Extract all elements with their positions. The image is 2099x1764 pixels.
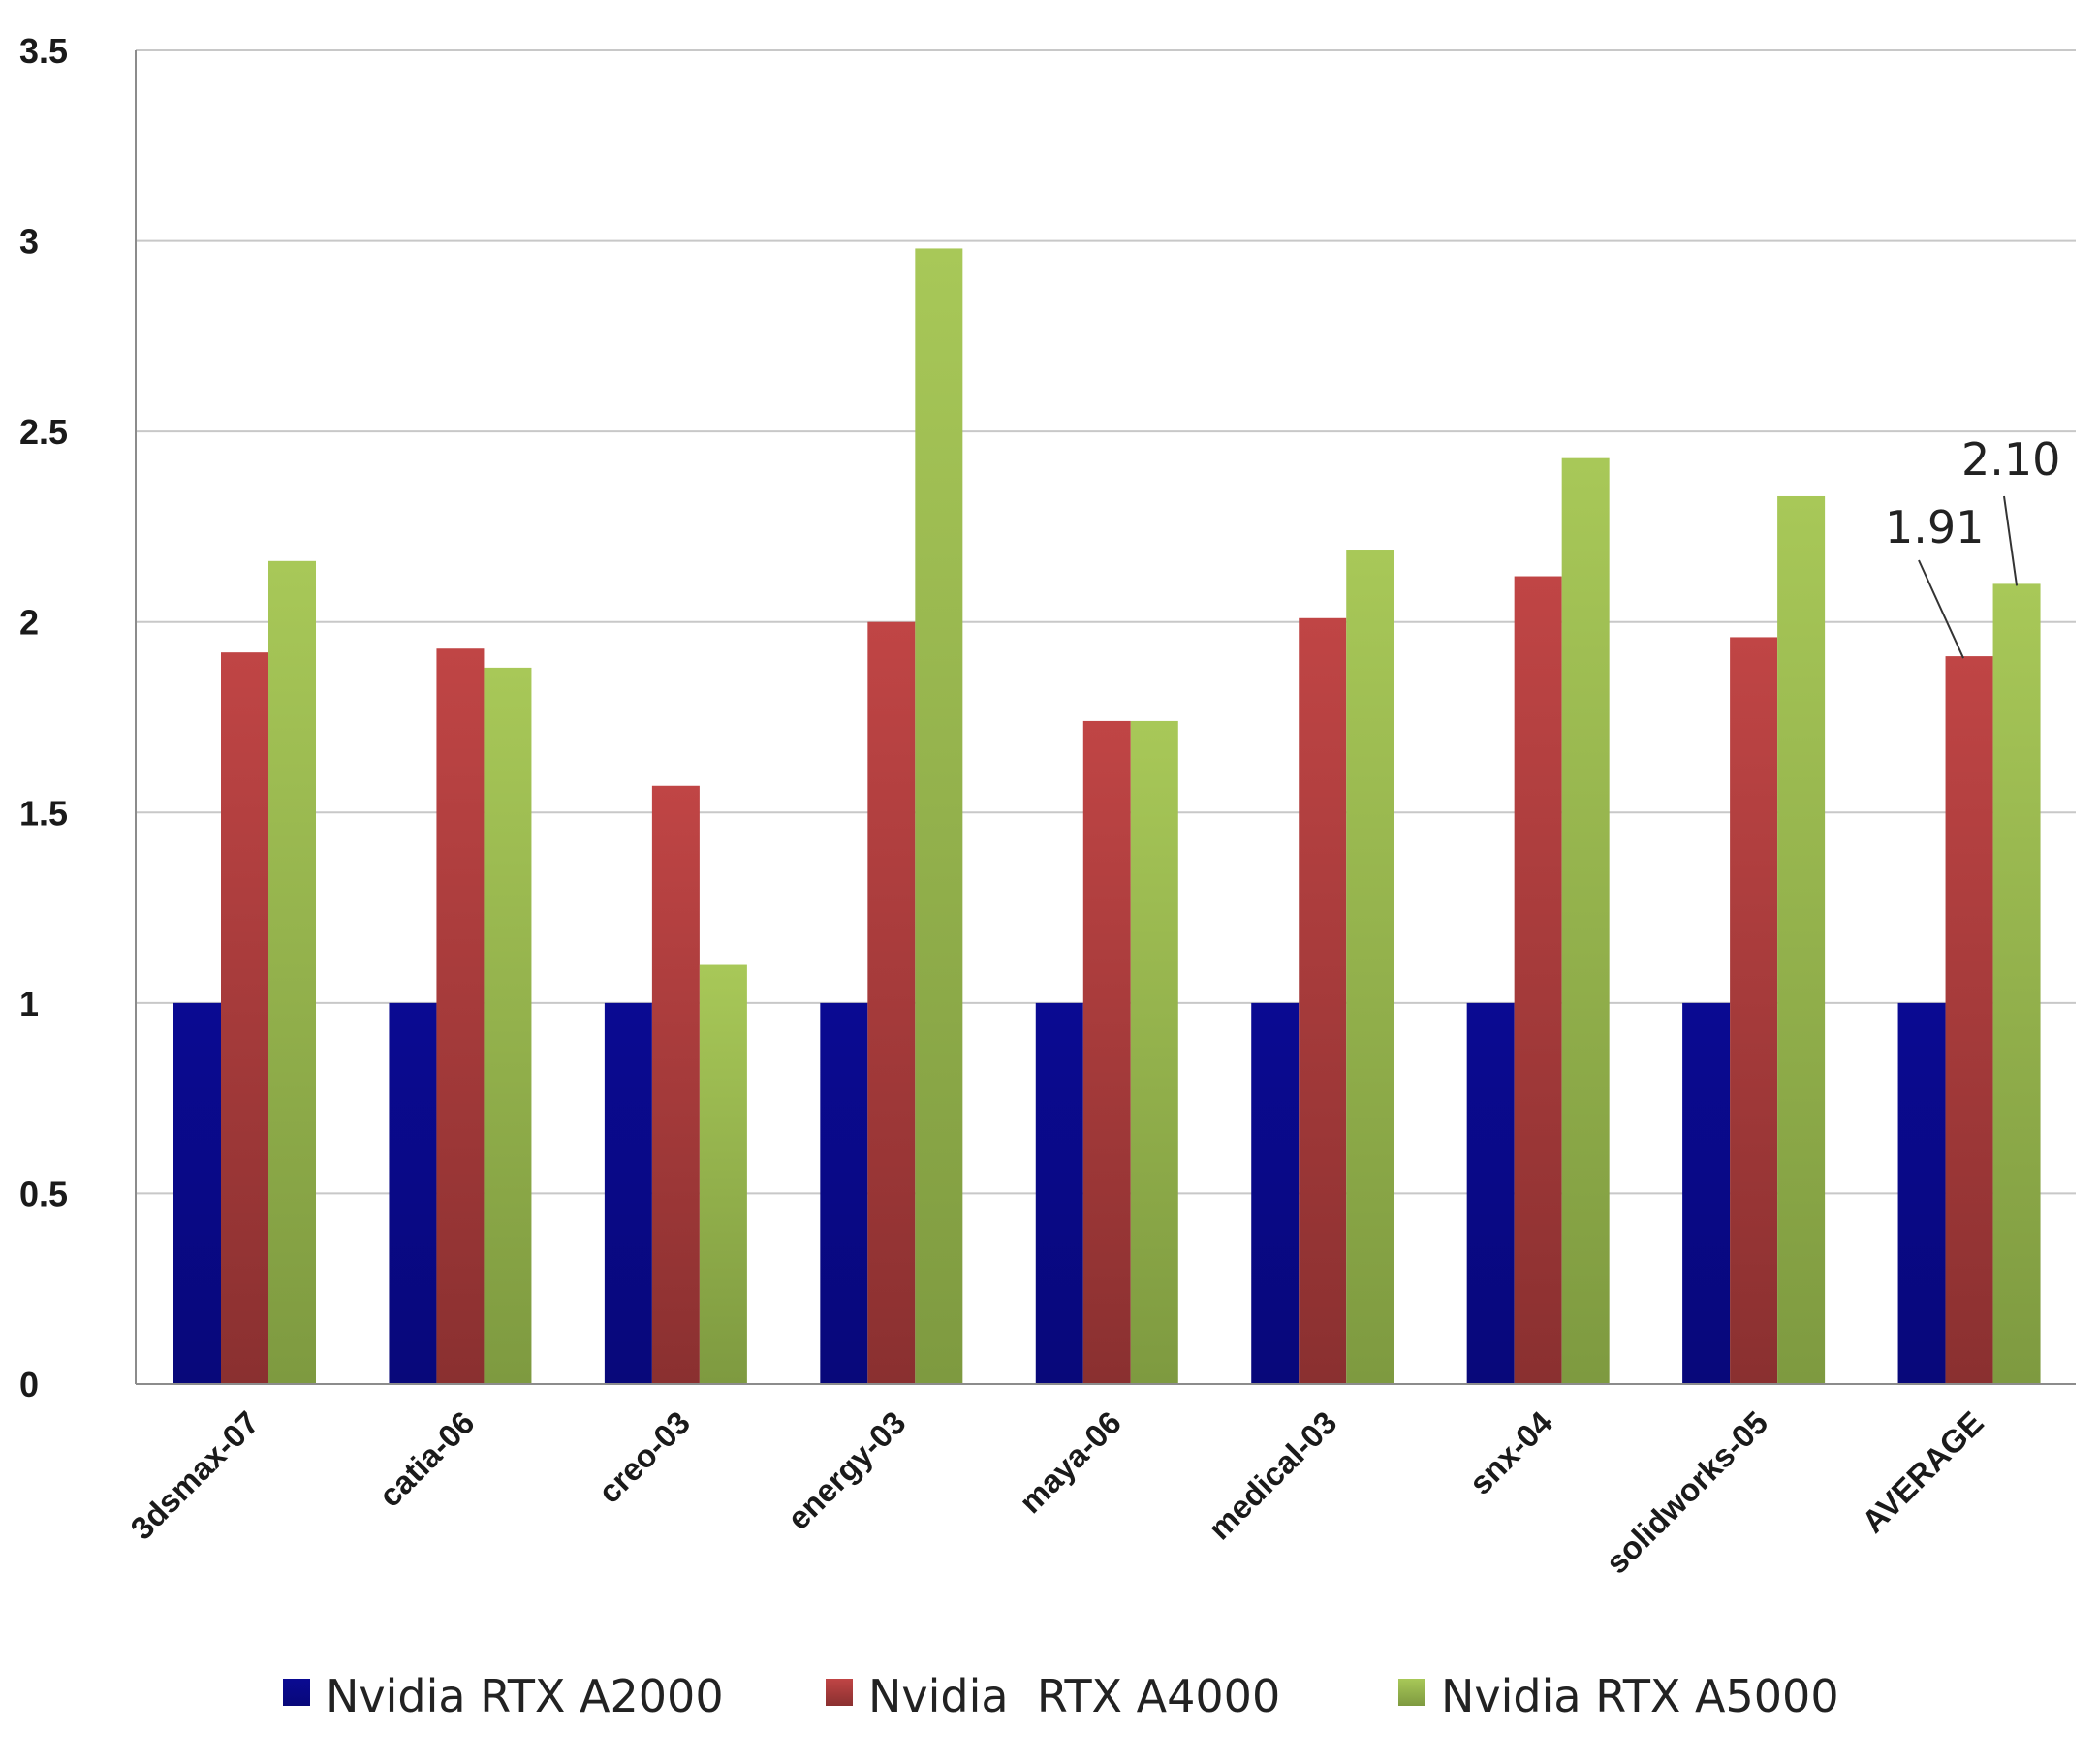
- bar-maya-06-series-1: [1082, 720, 1131, 1384]
- bar-energy-03-series-2: [915, 248, 963, 1384]
- bar-average-series-0: [1897, 1002, 1946, 1384]
- bar-creo-03-series-2: [699, 964, 747, 1384]
- annotation-leader-line: [1918, 559, 1964, 659]
- bar-catia-06-series-2: [484, 667, 532, 1384]
- legend-label: Nvidia RTX A2000: [326, 1670, 724, 1722]
- legend-label: Nvidia RTX A4000: [868, 1670, 1280, 1722]
- y-tick-label: 2.5: [19, 412, 68, 452]
- y-axis-ticks: 0 0.5 1 1.5 2 2.5 3 3.5: [19, 31, 68, 1404]
- bar-solidworks-05-series-0: [1682, 1002, 1731, 1384]
- bar-snx-04-series-1: [1514, 576, 1562, 1384]
- bar-3dsmax-07-series-1: [221, 652, 268, 1384]
- x-tick-label: creo-03: [591, 1404, 697, 1510]
- axes: [135, 50, 2076, 1385]
- x-tick-label: AVERAGE: [1855, 1404, 1990, 1540]
- y-tick-label: 1.5: [19, 793, 68, 833]
- bar-solidworks-05-series-1: [1730, 637, 1778, 1384]
- annotation-leader-line: [2003, 495, 2019, 586]
- bar-snx-04-series-0: [1466, 1002, 1515, 1384]
- y-tick-label: 3: [19, 222, 39, 262]
- legend-swatch: [1398, 1679, 1425, 1706]
- bar-medical-03-series-0: [1251, 1002, 1300, 1384]
- legend-label: Nvidia RTX A5000: [1441, 1670, 1839, 1722]
- bar-energy-03-series-0: [820, 1002, 868, 1384]
- x-tick-label: catia-06: [372, 1404, 482, 1514]
- data-label: 1.91: [1885, 501, 1984, 553]
- y-tick-label: 3.5: [19, 31, 68, 71]
- bars: [173, 248, 2041, 1385]
- x-tick-label: 3dsmax-07: [123, 1404, 266, 1547]
- bar-solidworks-05-series-2: [1777, 495, 1826, 1384]
- bar-energy-03-series-1: [867, 621, 916, 1384]
- y-tick-label: 0.5: [19, 1174, 68, 1213]
- bar-average-series-2: [1992, 583, 2041, 1384]
- x-tick-label: maya-06: [1012, 1404, 1128, 1521]
- x-tick-label: medical-03: [1202, 1404, 1344, 1547]
- bar-medical-03-series-1: [1299, 617, 1347, 1384]
- bar-creo-03-series-0: [604, 1002, 652, 1384]
- x-tick-label: solidworks-05: [1599, 1404, 1775, 1581]
- bar-maya-06-series-2: [1130, 720, 1178, 1384]
- x-tick-label: snx-04: [1462, 1403, 1560, 1501]
- bar-3dsmax-07-series-2: [268, 560, 316, 1384]
- bar-3dsmax-07-series-0: [173, 1002, 221, 1384]
- bar-catia-06-series-1: [436, 648, 485, 1384]
- annotations: 1.91 2.10: [1885, 433, 2060, 659]
- bar-average-series-1: [1945, 656, 1993, 1384]
- data-label: 2.10: [1961, 433, 2060, 486]
- y-tick-label: 2: [19, 603, 39, 643]
- bar-medical-03-series-2: [1346, 550, 1394, 1384]
- y-tick-label: 0: [19, 1365, 39, 1404]
- legend-swatch: [826, 1679, 853, 1706]
- bar-creo-03-series-1: [651, 785, 700, 1384]
- x-tick-label: energy-03: [780, 1404, 912, 1536]
- bar-maya-06-series-0: [1035, 1002, 1083, 1384]
- legend-swatch: [283, 1679, 310, 1706]
- legend: Nvidia RTX A2000 Nvidia RTX A4000 Nvidia R…: [283, 1670, 1839, 1722]
- bar-catia-06-series-0: [389, 1002, 437, 1384]
- bar-snx-04-series-2: [1561, 457, 1610, 1385]
- x-axis-labels: 3dsmax-07 catia-06 creo-03 energy-03 maya-06…: [123, 1403, 1989, 1580]
- y-tick-label: 1: [19, 984, 39, 1024]
